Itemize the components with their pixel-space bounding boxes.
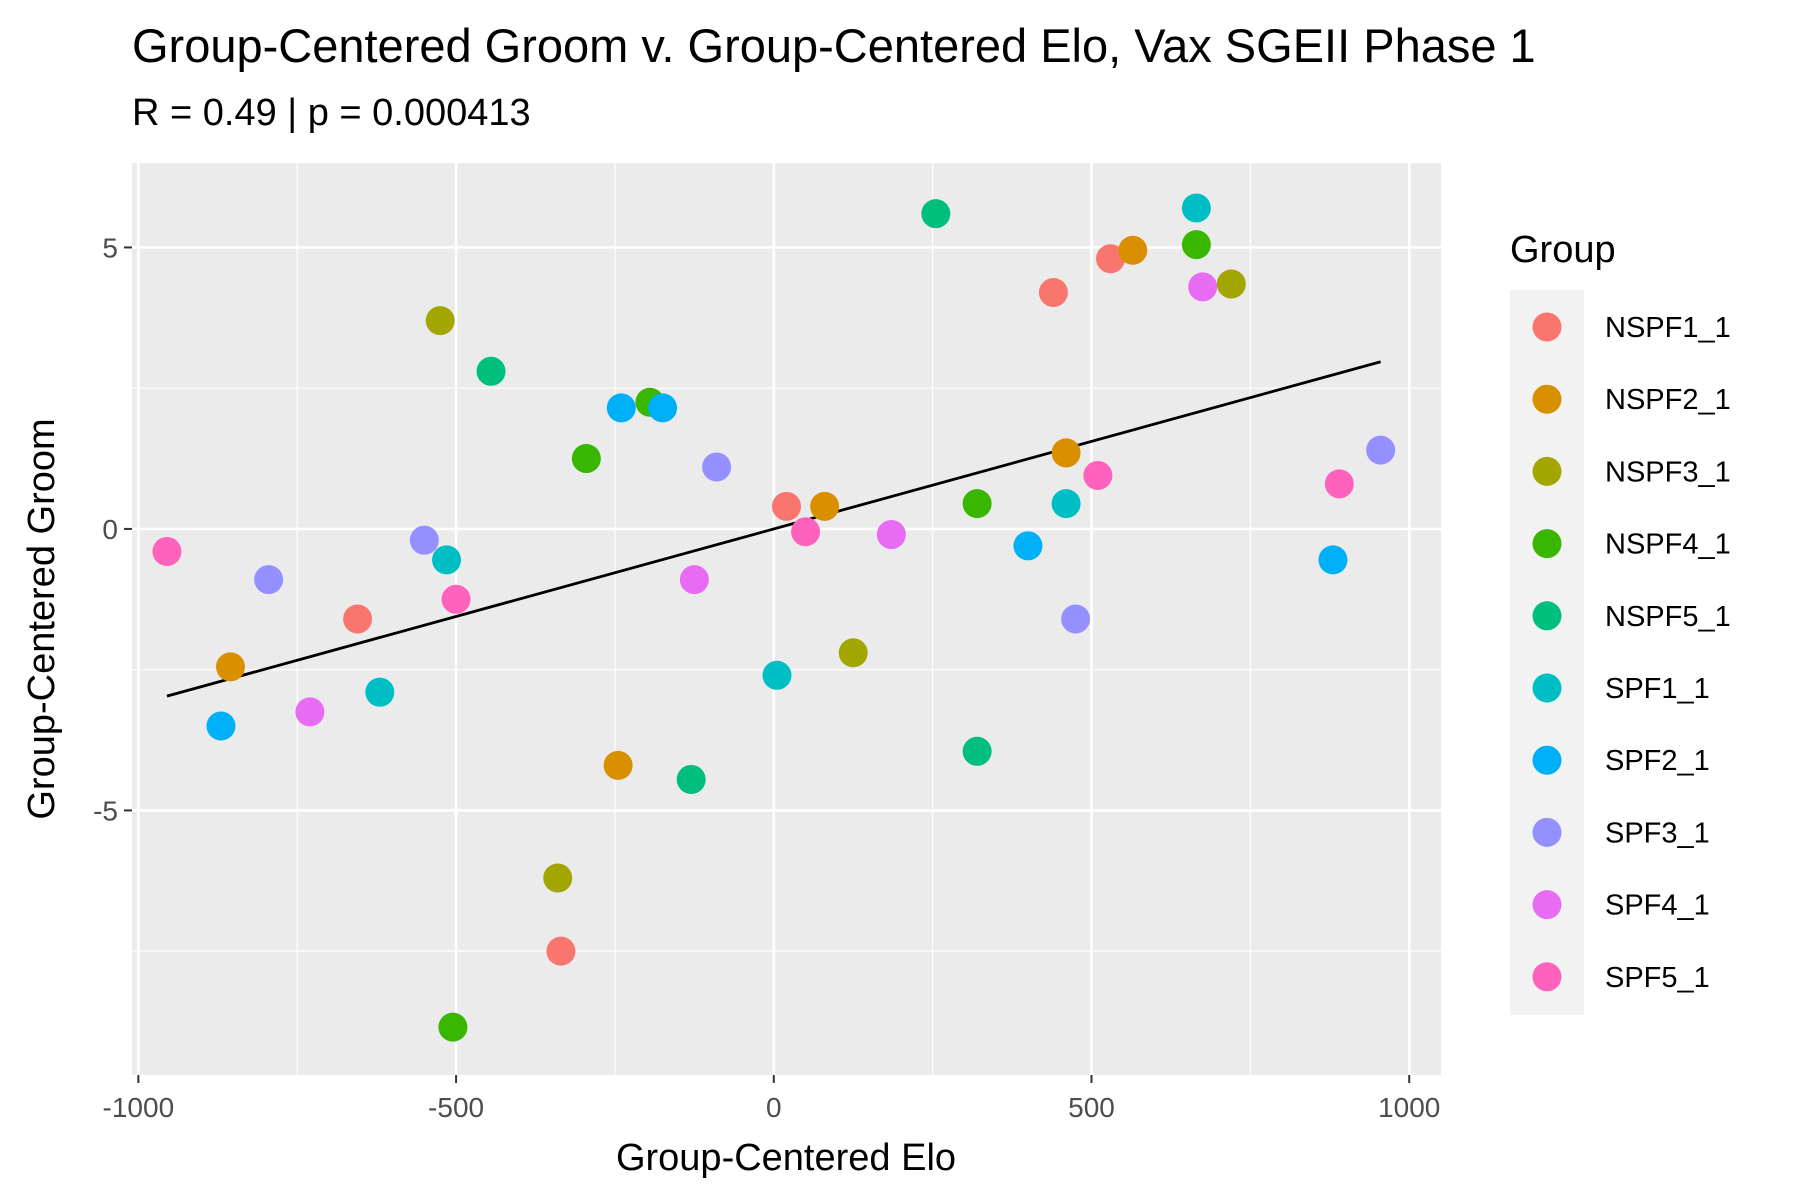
major-gridlines (132, 163, 1441, 1075)
legend-label: NSPF2_1 (1605, 384, 1731, 416)
data-point (441, 584, 471, 614)
legend-key (1532, 673, 1562, 703)
x-tick-label: -500 (428, 1092, 484, 1123)
x-tick-label: 0 (766, 1092, 782, 1123)
data-point (1188, 272, 1218, 302)
data-point (365, 677, 395, 707)
data-point (215, 652, 245, 682)
x-tick-label: 1000 (1378, 1092, 1440, 1123)
chart-subtitle: R = 0.49 | p = 0.000413 (132, 92, 531, 134)
chart-title: Group-Centered Groom v. Group-Centered E… (132, 19, 1536, 72)
x-axis-title: Group-Centered Elo (616, 1137, 956, 1179)
legend-key (1532, 384, 1562, 414)
data-point (409, 525, 439, 555)
legend-label: NSPF4_1 (1605, 529, 1731, 561)
data-point (206, 711, 236, 741)
legend-label: NSPF3_1 (1605, 456, 1731, 488)
x-tick-label: 500 (1068, 1092, 1115, 1123)
data-point (1013, 531, 1043, 561)
legend-key (1532, 312, 1562, 342)
legend-title: Group (1510, 229, 1616, 271)
data-point (603, 750, 633, 780)
legend-label: NSPF1_1 (1605, 312, 1731, 344)
legend-key (1532, 890, 1562, 920)
legend-label: NSPF5_1 (1605, 601, 1731, 633)
y-tick-label: 5 (102, 232, 118, 263)
data-point (254, 565, 284, 595)
minor-gridlines (132, 163, 1441, 1075)
data-point (1038, 277, 1068, 307)
data-point (432, 545, 462, 575)
legend-label: SPF1_1 (1605, 673, 1710, 705)
legend-key (1532, 745, 1562, 775)
data-point (543, 863, 573, 893)
data-point (606, 393, 636, 423)
data-point (962, 489, 992, 519)
data-point (838, 638, 868, 668)
legend: Group NSPF1_1 NSPF2_1 NSPF3_1 NSPF4_1 NSPF5_… (1510, 229, 1731, 1015)
data-point (648, 393, 678, 423)
data-point (679, 565, 709, 595)
trend-line (166, 360, 1382, 698)
legend-label: SPF3_1 (1605, 817, 1710, 849)
plot-panel (132, 163, 1441, 1075)
trend-line-layer (166, 360, 1382, 698)
data-point (1051, 489, 1081, 519)
data-point (1181, 230, 1211, 260)
y-tick-label: -5 (93, 795, 118, 826)
data-point (762, 660, 792, 690)
data-point (772, 491, 801, 521)
legend-key (1532, 817, 1562, 847)
data-point (1096, 244, 1126, 274)
legend-key (1532, 529, 1562, 559)
data-point (1118, 235, 1148, 265)
y-axis-ticks: -5 0 5 (93, 232, 132, 826)
y-tick-label: 0 (102, 514, 118, 545)
data-point (676, 764, 706, 794)
data-point (425, 306, 455, 336)
legend-label: SPF4_1 (1605, 890, 1710, 922)
data-point (152, 536, 182, 566)
data-point (1083, 460, 1113, 490)
data-point (962, 736, 992, 766)
data-point (876, 520, 906, 550)
points-layer (152, 193, 1396, 1042)
data-point (1324, 469, 1354, 499)
data-point (343, 604, 373, 634)
data-point (546, 936, 576, 966)
data-point (1181, 193, 1211, 223)
data-point (1366, 435, 1396, 465)
data-point (702, 452, 732, 482)
data-point (1051, 438, 1081, 468)
data-point (1318, 545, 1348, 575)
data-point (1216, 269, 1246, 299)
legend-key (1532, 962, 1562, 992)
data-point (571, 444, 601, 474)
legend-label: SPF5_1 (1605, 962, 1710, 994)
legend-key (1532, 601, 1562, 631)
data-point (295, 697, 325, 727)
data-point (438, 1012, 468, 1042)
x-tick-label: -1000 (103, 1092, 175, 1123)
legend-key (1532, 456, 1562, 486)
data-point (1061, 604, 1091, 634)
legend-label: SPF2_1 (1605, 745, 1710, 777)
y-axis-title: Group-Centered Groom (21, 418, 63, 819)
legend-items: NSPF1_1 NSPF2_1 NSPF3_1 NSPF4_1 NSPF5_1 SPF1_… (1532, 312, 1731, 994)
data-point (791, 517, 821, 547)
data-point (921, 199, 951, 229)
data-point (810, 491, 840, 521)
data-point (476, 356, 506, 386)
x-axis-ticks: -1000 -500 0 500 1000 (103, 1075, 1440, 1123)
